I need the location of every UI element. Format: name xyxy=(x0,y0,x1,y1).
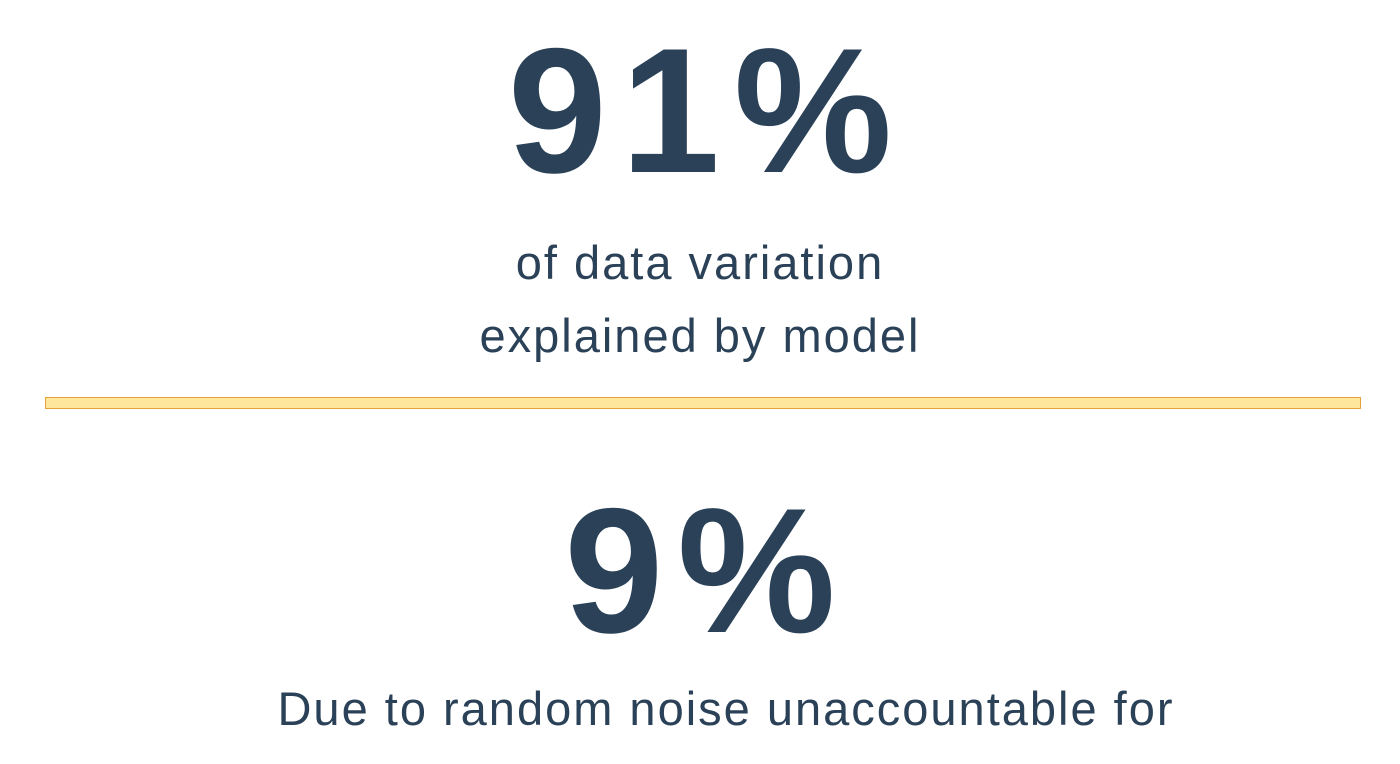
caption-line-1: of data variation xyxy=(515,236,885,289)
top-stat-block: 91% xyxy=(0,22,1400,200)
caption-line-2: explained by model xyxy=(479,309,921,362)
explained-variance-caption: of data variation explained by model xyxy=(0,226,1400,372)
noise-caption: Due to random noise unaccountable for xyxy=(277,682,1175,735)
noise-value: 9% xyxy=(564,471,850,670)
bottom-stat-block: 9% xyxy=(0,482,1400,660)
divider-bar xyxy=(45,397,1361,409)
explained-variance-value: 91% xyxy=(507,11,907,210)
